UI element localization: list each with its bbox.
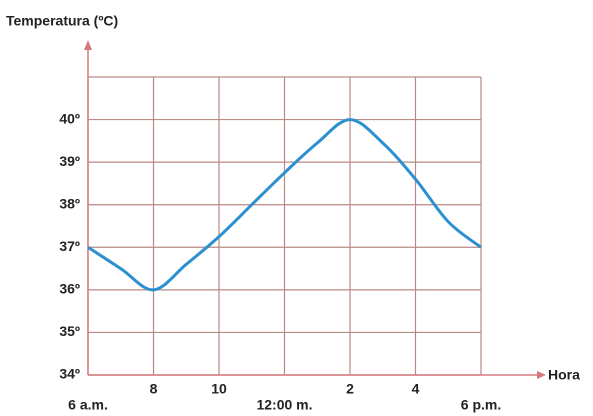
x-tick-label: 2 (346, 381, 354, 397)
x-tick-label: 8 (150, 381, 158, 397)
x-tick-label: 12:00 m. (256, 397, 312, 413)
y-tick-label: 35º (59, 323, 80, 339)
y-tick-label: 37º (59, 238, 80, 254)
y-axis-label: Temperatura (ºC) (6, 13, 118, 29)
y-tick-label: 39º (59, 153, 80, 169)
y-tick-label: 40º (59, 110, 80, 126)
y-tick-label: 38º (59, 195, 80, 211)
y-tick-label: 36º (59, 281, 80, 297)
y-axis-arrow (84, 40, 92, 50)
x-axis-arrow (537, 371, 546, 379)
x-axis-label: Hora (548, 367, 580, 383)
y-tick-label: 34º (59, 366, 80, 382)
x-tick-label: 10 (211, 381, 227, 397)
x-tick-label: 6 p.m. (461, 397, 501, 413)
x-tick-label: 4 (412, 381, 420, 397)
x-tick-label: 6 a.m. (68, 397, 108, 413)
temperature-line (87, 118, 482, 292)
